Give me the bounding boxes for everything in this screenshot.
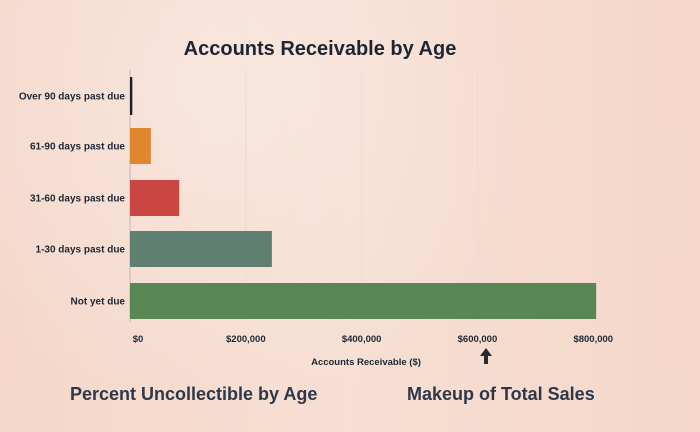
x-tick-label: $200,000 xyxy=(226,334,266,345)
category-label: Over 90 days past due xyxy=(19,92,126,103)
bar xyxy=(130,180,180,216)
tick-labels: $0 $200,000 $400,000 $600,000 $800,000 xyxy=(133,334,613,345)
category-label: 61-90 days past due xyxy=(30,142,125,153)
category-label: 1-30 days past due xyxy=(36,245,126,256)
bar xyxy=(130,77,133,115)
bar xyxy=(130,128,151,164)
x-tick-label: $800,000 xyxy=(573,334,613,345)
x-tick-label: $600,000 xyxy=(458,334,498,345)
category-label: Not yet due xyxy=(71,297,126,308)
x-tick-label: $0 xyxy=(133,334,144,345)
x-axis-title: Accounts Receivable ($) xyxy=(311,357,421,368)
x-tick-label: $400,000 xyxy=(342,334,382,345)
mouse-pointer-icon xyxy=(480,348,492,364)
bar xyxy=(130,283,597,319)
percent-uncollectible-heading: Percent Uncollectible by Age xyxy=(70,384,318,404)
category-labels: Over 90 days past due 61-90 days past due… xyxy=(19,92,126,308)
bar-layer xyxy=(130,77,597,319)
makeup-total-sales-heading: Makeup of Total Sales xyxy=(407,384,595,404)
category-label: 31-60 days past due xyxy=(30,194,125,205)
chart-title: Accounts Receivable by Age xyxy=(183,38,457,60)
bar xyxy=(130,231,272,267)
